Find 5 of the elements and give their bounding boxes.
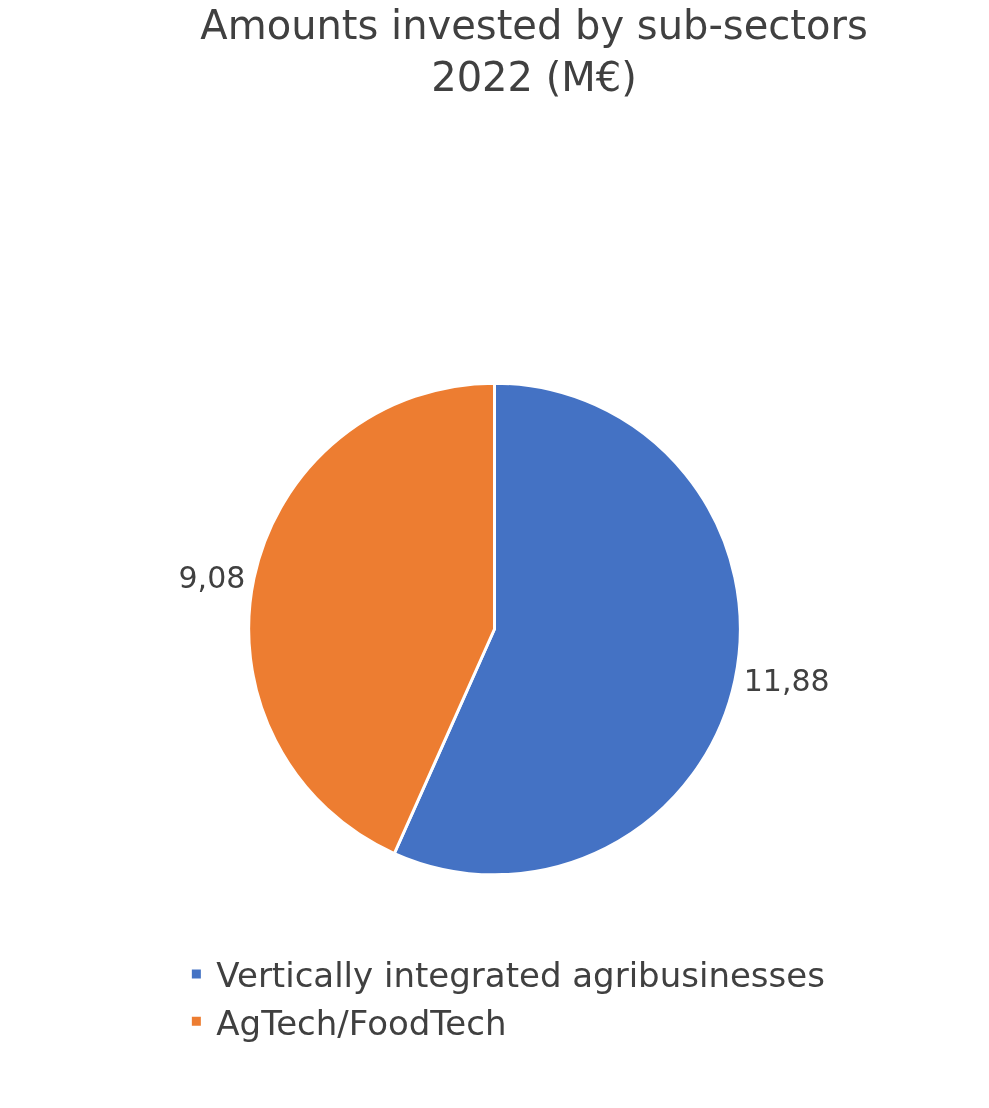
data-label: 9,08: [178, 559, 246, 595]
chart-title: Amounts invested by sub-sectors 2022 (M€): [200, 1, 868, 100]
data-label: 11,88: [743, 663, 830, 699]
legend-label: Vertically integrated agribusinesses: [216, 955, 825, 996]
legend-label: AgTech/FoodTech: [216, 1002, 507, 1043]
